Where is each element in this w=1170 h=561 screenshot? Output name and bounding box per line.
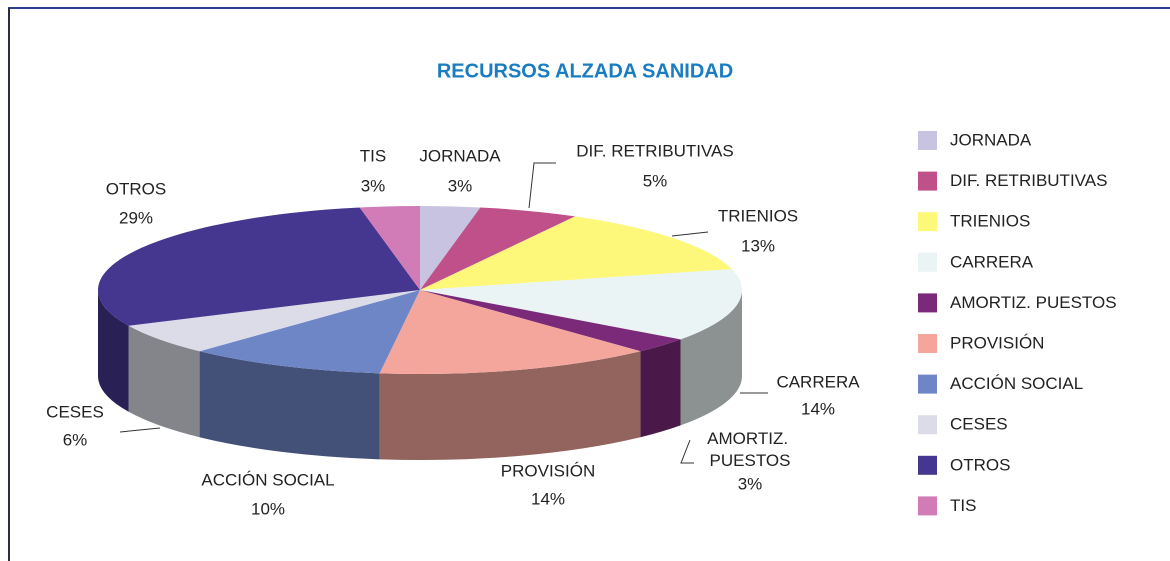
leader-line (671, 231, 709, 237)
legend-swatch (918, 455, 937, 475)
slice-side (199, 351, 380, 460)
slice-side (98, 290, 129, 412)
legend-label: PROVISIÓN (950, 333, 1044, 352)
data-label-name: TIS (360, 146, 386, 165)
data-label-name: ACCIÓN SOCIAL (201, 470, 334, 489)
legend-label: CESES (950, 415, 1008, 434)
legend-label: AMORTIZ. PUESTOS (950, 293, 1117, 312)
slice-side (680, 290, 742, 426)
legend-swatch (918, 415, 937, 435)
slice-side (379, 351, 641, 461)
legend-label: OTROS (950, 455, 1010, 474)
legend-swatch (918, 374, 937, 394)
data-label-name: TRIENIOS (718, 206, 798, 225)
slice-side (128, 325, 200, 438)
legend-swatch (918, 212, 937, 232)
legend-swatch (918, 131, 937, 150)
data-label-name: AMORTIZ. PUESTOS (707, 429, 793, 470)
legend-swatch (918, 334, 937, 353)
legend-label: DIF. RETRIBUTIVAS (950, 171, 1107, 190)
legend: JORNADA DIF. RETRIBUTIVAS TRIENIOS CARRERA A… (918, 130, 1117, 516)
data-label-value: 29% (119, 208, 153, 227)
data-label-value: 13% (741, 236, 775, 255)
data-label-value: 6% (63, 430, 88, 449)
slice (379, 290, 641, 375)
data-label-name: OTROS (106, 179, 166, 198)
legend-swatch (918, 252, 937, 272)
data-label-name: CESES (46, 402, 104, 421)
data-label-value: 3% (448, 176, 473, 195)
slice (420, 207, 576, 290)
slice-side (640, 339, 681, 438)
legend-label: JORNADA (950, 130, 1032, 149)
data-label-value: 5% (643, 171, 668, 190)
data-label-name: JORNADA (419, 146, 501, 165)
slice (359, 206, 420, 290)
leader-line (528, 162, 556, 209)
data-label-value: 14% (531, 489, 565, 508)
data-label-name: PROVISIÓN (501, 461, 595, 480)
data-label-value: 3% (738, 474, 763, 493)
legend-swatch (918, 293, 937, 313)
leader-lines (119, 162, 768, 464)
data-label-name: CARRERA (776, 372, 860, 391)
legend-swatch (918, 496, 937, 516)
data-label-value: 14% (801, 399, 835, 418)
labels: JORNADA 3% DIF. RETRIBUTIVAS 5% TRIENIOS 13% C… (46, 141, 860, 518)
slice (97, 207, 421, 326)
data-label-value: 3% (361, 176, 386, 195)
slice (420, 290, 681, 352)
slice (128, 290, 420, 352)
legend-label: CARRERA (950, 252, 1034, 271)
legend-swatch (918, 171, 937, 191)
slice (420, 269, 743, 340)
leader-line (680, 439, 694, 464)
slice (199, 290, 420, 374)
legend-label: ACCIÓN SOCIAL (950, 374, 1083, 393)
legend-label: TIS (950, 496, 976, 515)
slice (420, 206, 481, 290)
data-label-name: DIF. RETRIBUTIVAS (576, 141, 733, 160)
leader-line (119, 427, 161, 433)
chart-title: RECURSOS ALZADA SANIDAD (437, 60, 733, 82)
pie (97, 206, 743, 461)
slice (420, 216, 732, 290)
data-label-value: 10% (251, 499, 285, 518)
legend-label: TRIENIOS (950, 212, 1030, 231)
